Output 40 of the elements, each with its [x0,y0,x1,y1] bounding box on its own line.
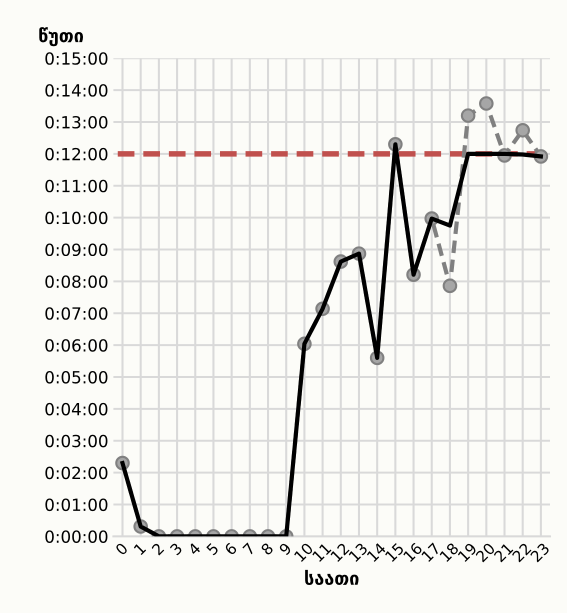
y-tick-label: 0:11:00 [45,180,108,192]
x-tick-label: 23 [530,542,550,563]
y-tick-label: 0:13:00 [45,116,108,129]
y-tick-label: 0:12:00 [45,148,108,160]
x-tick-label: 6 [224,542,238,556]
y-tick-label: 0:01:00 [45,498,108,512]
y-tick-label: 0:07:00 [45,307,108,320]
x-tick-label: 12 [330,542,350,562]
y-tick-label: 0:02:00 [45,466,108,480]
x-tick-label: 1 [134,542,146,556]
x-tick-label: 7 [242,542,256,556]
x-tick-label: 3 [169,542,183,556]
y-tick-label: 0:08:00 [45,275,108,288]
x-axis-title: საათი [305,570,359,585]
y-tick-label: 0:03:00 [45,434,108,448]
x-tick-label: 21 [493,542,514,562]
x-tick-label: 0 [114,542,128,556]
x-tick-label: 15 [384,542,404,562]
x-tick-label: 17 [421,542,441,562]
x-tick-label: 14 [366,542,386,562]
y-tick-label: 0:04:00 [45,402,108,416]
y-axis-title: წუთი [39,27,84,46]
x-tick-label: 13 [348,542,368,562]
x-tick-label: 16 [402,542,423,562]
y-tick-label: 0:00:00 [45,530,108,543]
x-tick-label: 4 [187,542,202,556]
x-tick-label: 11 [312,542,332,562]
x-tick-label: 22 [512,542,532,562]
y-tick-label: 0:10:00 [45,212,108,224]
x-tick-label: 8 [260,542,274,556]
x-tick-label: 5 [206,542,220,556]
y-tick-label: 0:15:00 [45,52,108,65]
x-tick-label: 18 [439,542,460,562]
x-tick-label: 2 [151,542,164,556]
x-tick-label: 9 [278,542,292,556]
y-tick-label: 0:05:00 [45,370,108,384]
y-tick-label: 0:09:00 [45,243,108,256]
x-tick-label: 10 [294,542,314,562]
y-tick-label: 0:06:00 [45,339,108,352]
y-tick-label: 0:14:00 [45,84,108,97]
